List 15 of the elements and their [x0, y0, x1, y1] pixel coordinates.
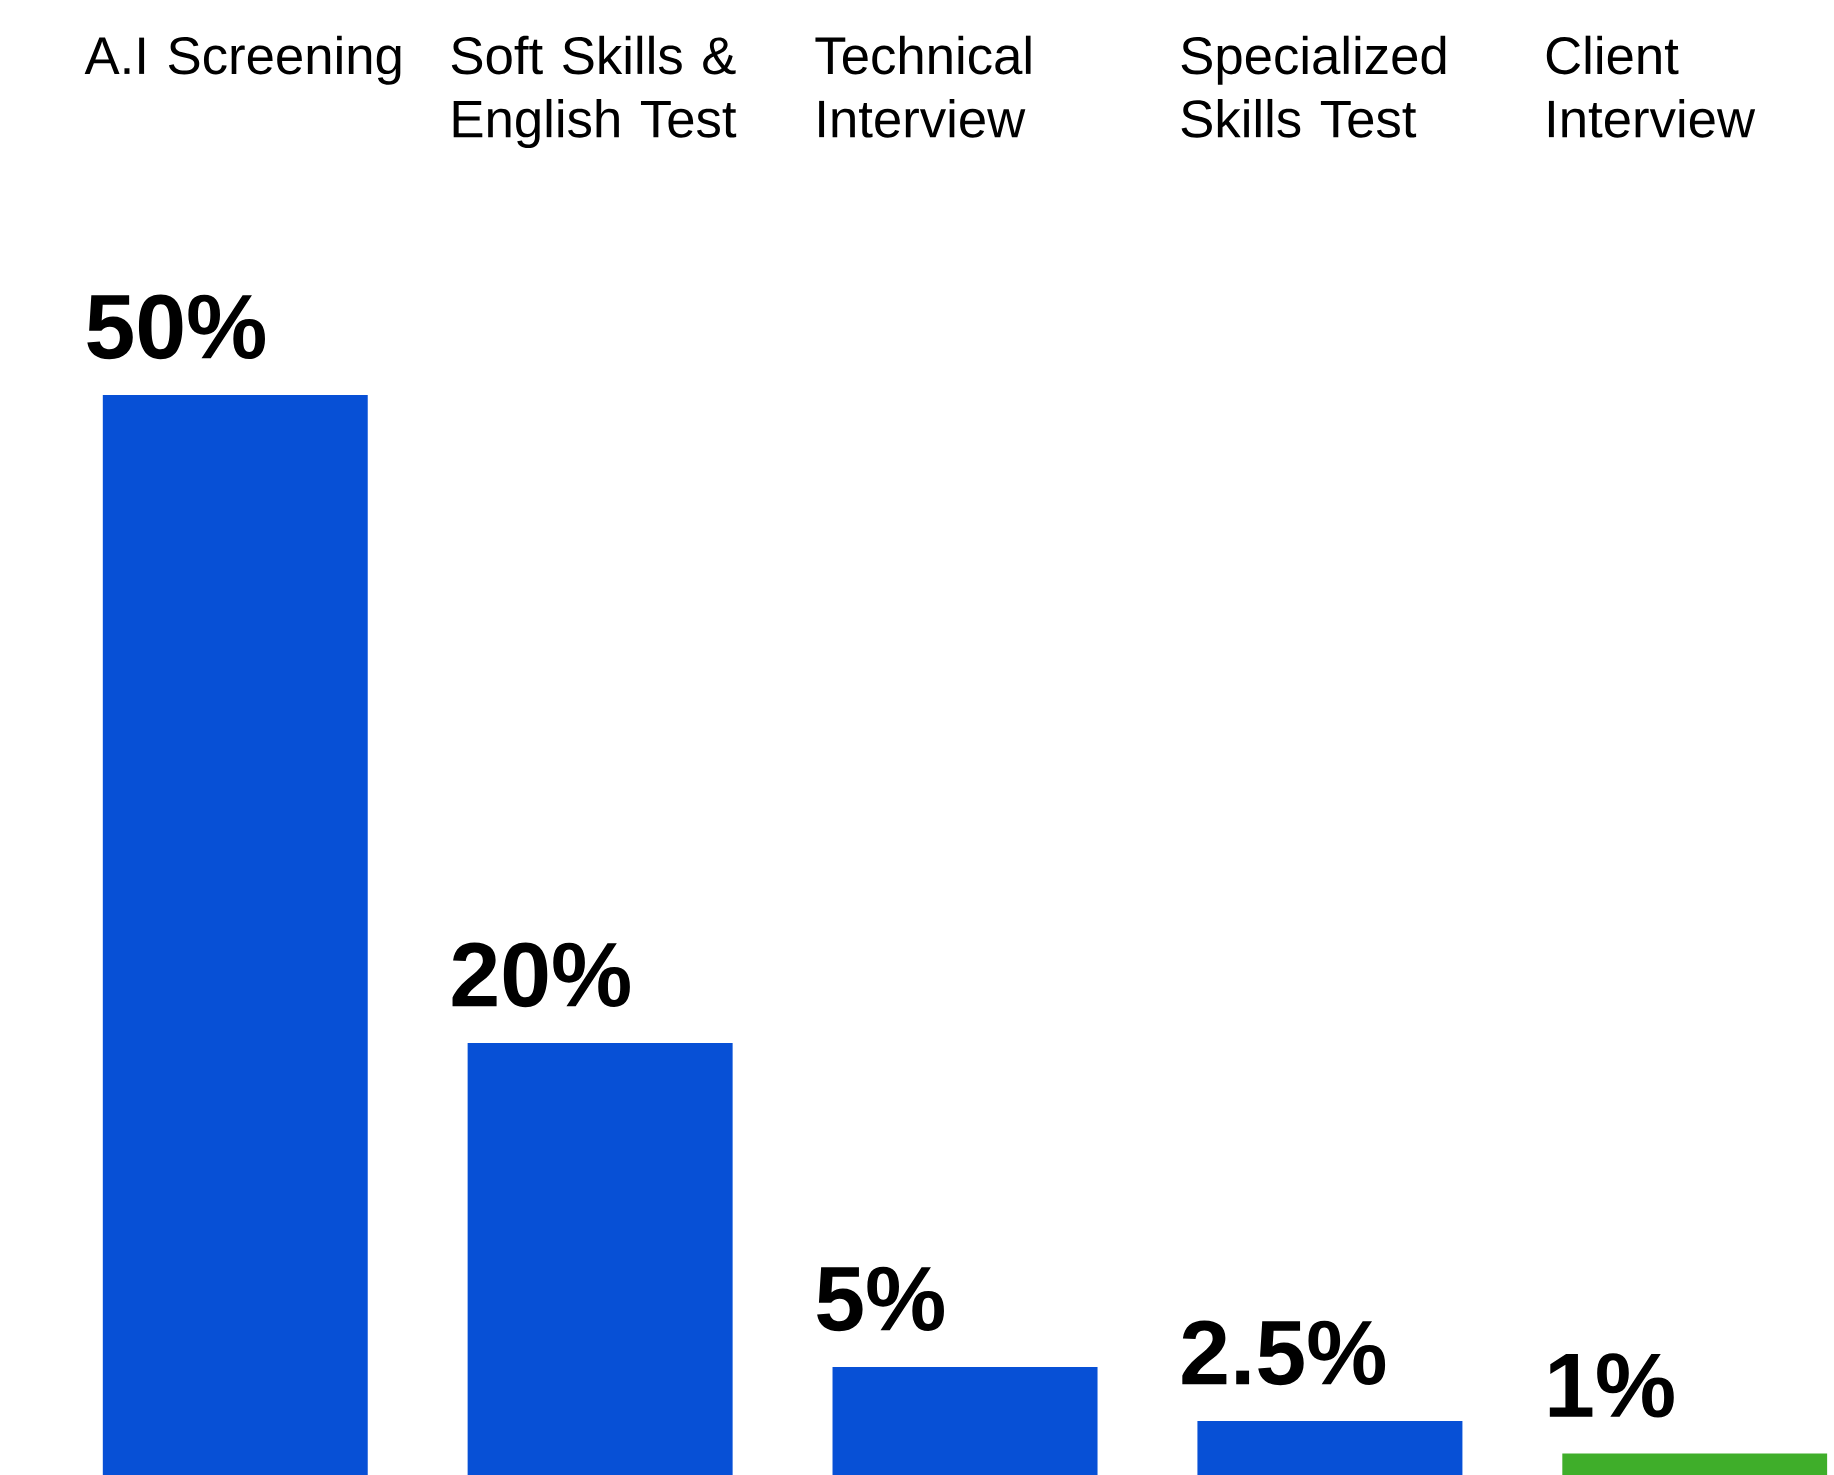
data-label: 5%: [817, 1266, 944, 1332]
bar: [102, 394, 368, 1475]
x-tick-label: Specialized Skills Test: [1181, 35, 1446, 138]
x-tick-label: Client Interview: [1546, 35, 1756, 138]
x-tick-label: Soft Skills & English Test: [451, 35, 737, 149]
bar: [467, 1043, 733, 1475]
bar: [1562, 1453, 1828, 1475]
x-tick-label: A.I Screening: [84, 35, 401, 85]
data-label: 50%: [87, 294, 265, 360]
data-label: 2.5%: [1182, 1320, 1386, 1386]
bar: [1197, 1421, 1463, 1475]
data-label: 20%: [452, 942, 630, 1008]
bar: [832, 1367, 1098, 1475]
x-tick-label: Technical Interview: [815, 35, 1031, 138]
data-label: 1%: [1549, 1353, 1674, 1418]
